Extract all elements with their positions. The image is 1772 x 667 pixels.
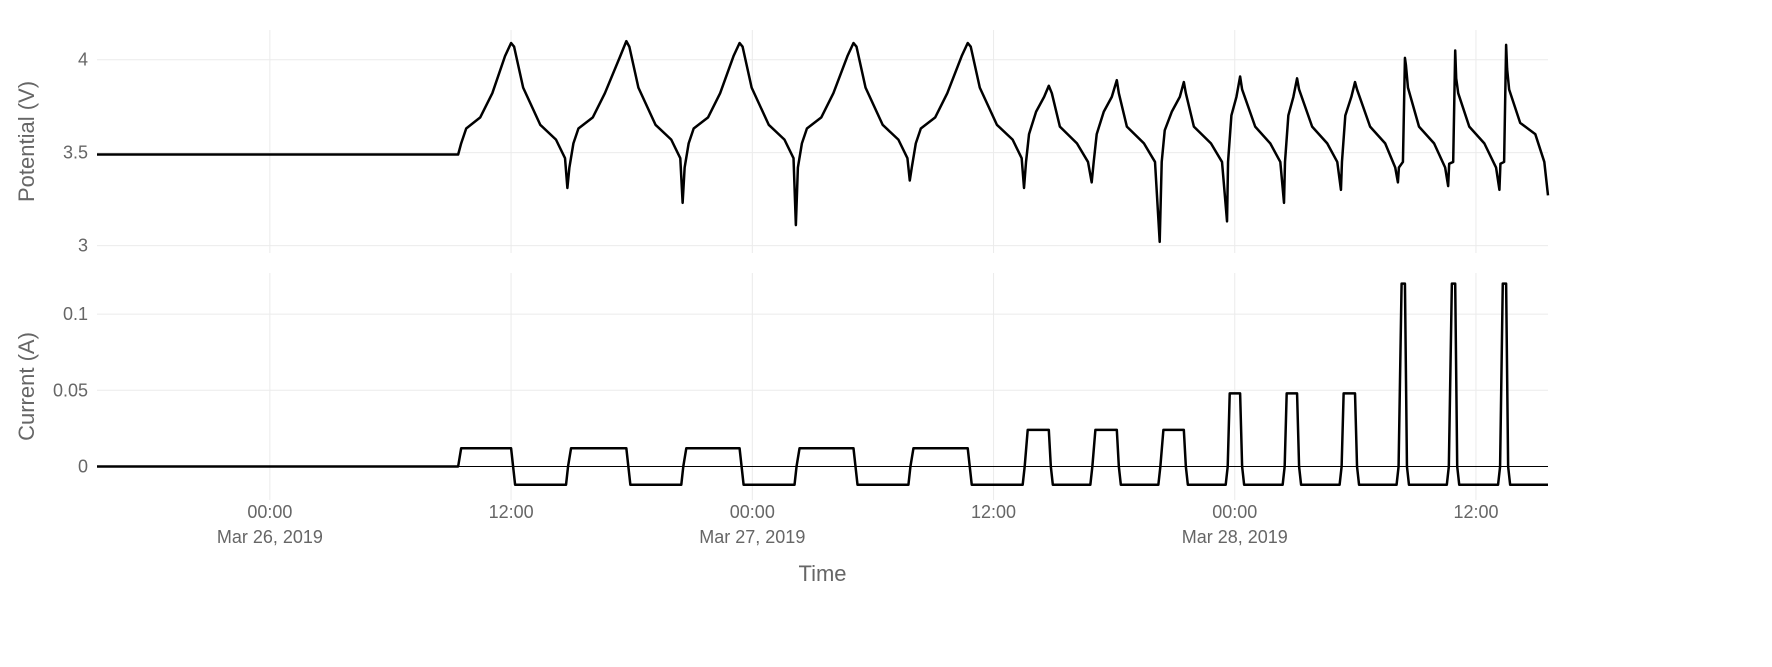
y-tick-label: 0 <box>78 456 88 476</box>
x-tick-label-line: 00:00 <box>1212 502 1257 522</box>
y-axis-title: Current (A) <box>14 332 39 441</box>
y-tick-label: 0.05 <box>53 380 88 400</box>
x-tick-label: 12:00 <box>971 502 1016 522</box>
x-tick-label: 12:00 <box>489 502 534 522</box>
x-axis-title: Time <box>798 561 846 586</box>
x-tick-label-line: Mar 28, 2019 <box>1182 527 1288 547</box>
x-tick-label-line: 00:00 <box>730 502 775 522</box>
y-tick-label: 3 <box>78 236 88 256</box>
x-tick-label: 00:00 Mar 26, 2019 <box>217 502 323 547</box>
y-tick-label: 4 <box>78 50 88 70</box>
x-tick-label: 12:00 <box>1453 502 1498 522</box>
data-line <box>97 282 1548 487</box>
x-tick-label: 00:00 Mar 28, 2019 <box>1182 502 1288 547</box>
x-tick-label: 00:00 Mar 27, 2019 <box>699 502 805 547</box>
y-axis-title: Potential (V) <box>14 81 39 202</box>
y-tick-label: 3.5 <box>63 143 88 163</box>
x-tick-label-line: Mar 27, 2019 <box>699 527 805 547</box>
data-line <box>97 39 1550 244</box>
y-tick-label: 0.1 <box>63 304 88 324</box>
x-tick-label-line: 00:00 <box>247 502 292 522</box>
x-tick-label-line: Mar 26, 2019 <box>217 527 323 547</box>
